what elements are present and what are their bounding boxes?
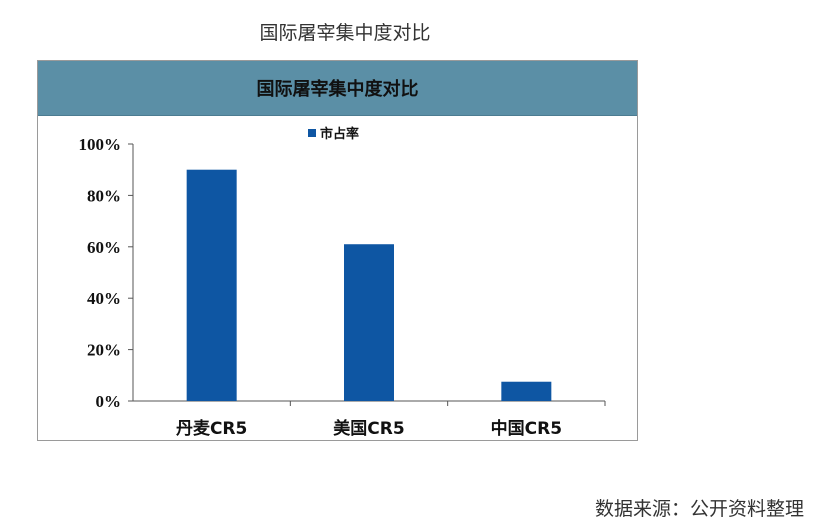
legend-swatch	[308, 128, 316, 137]
y-tick-label: 0%	[96, 392, 122, 411]
legend-label: 市占率	[320, 127, 360, 142]
x-category-label: 丹麦CR5	[176, 418, 247, 439]
y-tick-label: 20%	[87, 341, 121, 360]
bar-1	[186, 169, 237, 401]
x-category-label: 中国CR5	[491, 418, 562, 439]
x-category-label: 美国CR5	[333, 418, 404, 439]
source-note: 数据来源：公开资料整理	[594, 498, 804, 520]
y-tick-label: 80%	[87, 186, 121, 205]
y-tick-label: 40%	[87, 289, 121, 308]
y-tick-label: 60%	[87, 238, 121, 257]
chart-title: 国际屠宰集中度对比	[38, 61, 637, 116]
bar-3	[501, 381, 552, 401]
chart-frame: 国际屠宰集中度对比 市占率	[37, 60, 638, 441]
bar-2	[344, 244, 394, 401]
chart-legend: 市占率	[308, 123, 359, 142]
page-title: 国际屠宰集中度对比	[259, 22, 431, 44]
y-tick-label: 100%	[79, 135, 122, 154]
